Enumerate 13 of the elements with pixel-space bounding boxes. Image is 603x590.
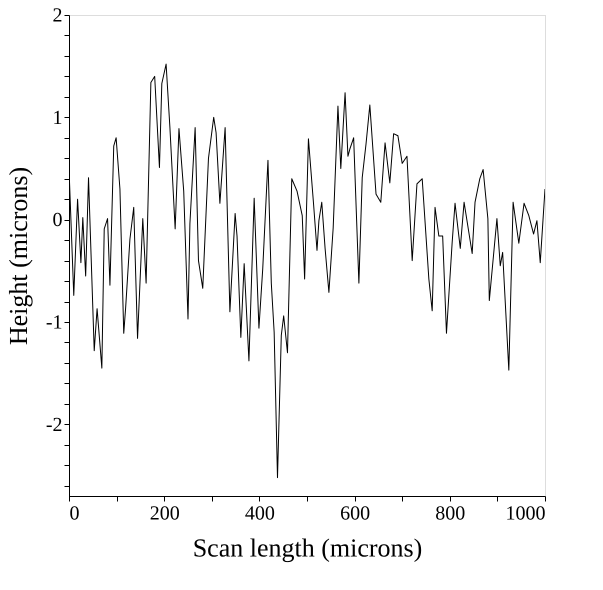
x-axis-title: Scan length (microns) xyxy=(192,534,422,562)
y-tick-label: 1 xyxy=(52,106,62,129)
y-tick-label: 2 xyxy=(52,4,62,26)
x-tick-label: 400 xyxy=(244,502,275,524)
y-tick-label: -2 xyxy=(46,414,62,436)
y-tick-label: 0 xyxy=(52,209,62,232)
x-tick-label: 1000 xyxy=(506,502,546,524)
y-axis-title: Height (microns) xyxy=(4,166,33,346)
x-tick-label: 0 xyxy=(70,502,80,524)
y-tick-label: -1 xyxy=(46,312,62,334)
x-tick-label: 800 xyxy=(435,502,466,524)
x-tick-label: 200 xyxy=(150,502,180,524)
x-tick-label: 600 xyxy=(340,502,370,524)
